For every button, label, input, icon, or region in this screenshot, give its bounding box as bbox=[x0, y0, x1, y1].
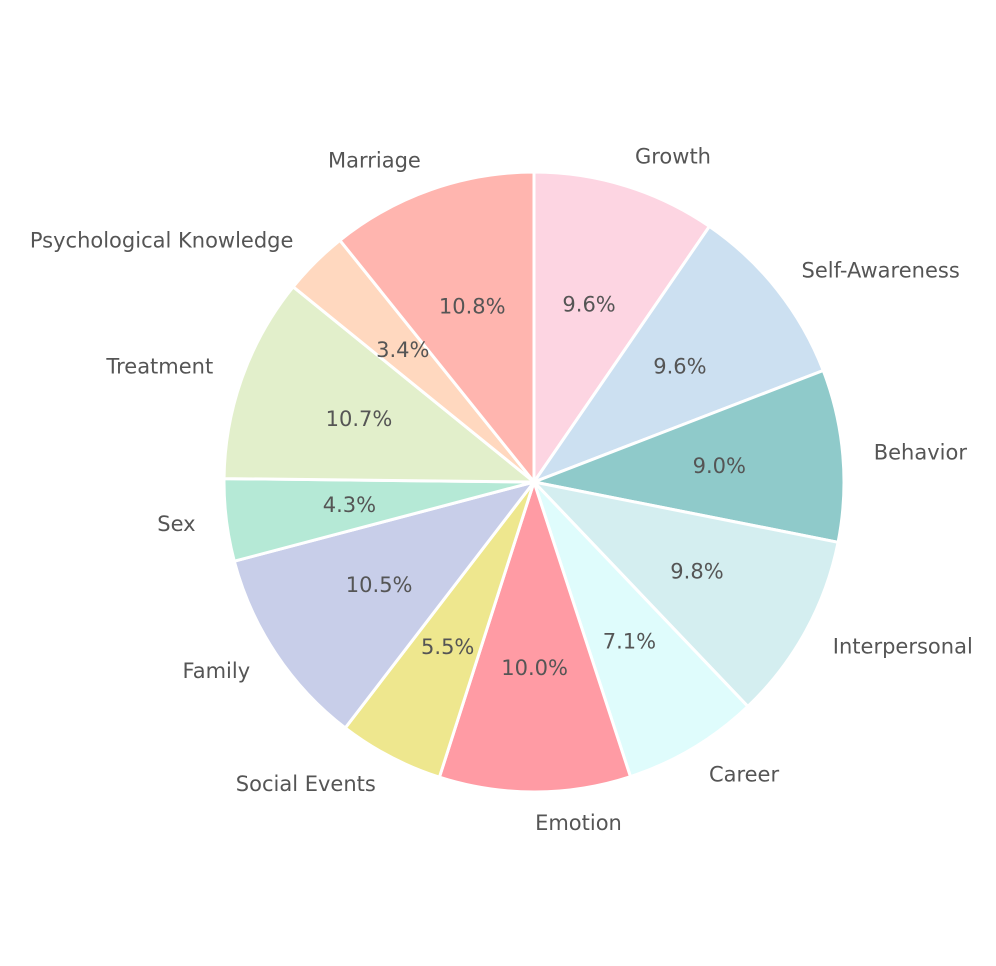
slice-label: Psychological Knowledge bbox=[30, 228, 294, 252]
pie-slice-growth bbox=[532, 170, 711, 484]
pct-label: 7.1% bbox=[603, 630, 656, 654]
slice-label: Career bbox=[709, 763, 780, 787]
pie-slice-emotion bbox=[437, 480, 632, 794]
pie-slice-family bbox=[232, 480, 536, 730]
pct-label: 10.7% bbox=[326, 407, 393, 431]
pct-label: 3.4% bbox=[376, 338, 429, 362]
pie-slice-self-awareness bbox=[532, 224, 825, 484]
slice-label: Sex bbox=[157, 512, 195, 536]
slice-label: Social Events bbox=[236, 772, 376, 796]
pct-label: 9.6% bbox=[653, 355, 706, 379]
pct-label: 10.5% bbox=[346, 573, 413, 597]
pct-label: 5.5% bbox=[421, 635, 474, 659]
slice-label: Self-Awareness bbox=[802, 259, 960, 283]
pct-label: 9.0% bbox=[693, 454, 746, 478]
pct-label: 9.6% bbox=[562, 292, 615, 316]
slice-label: Growth bbox=[635, 144, 711, 168]
slice-label: Family bbox=[183, 659, 251, 683]
pie-slice-career bbox=[532, 480, 750, 779]
pie-slice-treatment bbox=[222, 285, 536, 484]
slice-label: Emotion bbox=[535, 811, 622, 835]
slice-label: Behavior bbox=[874, 441, 968, 465]
slices-layer bbox=[222, 170, 846, 794]
slice-label: Treatment bbox=[105, 354, 213, 378]
pie-slice-interpersonal bbox=[532, 480, 840, 708]
pct-label: 10.0% bbox=[501, 656, 568, 680]
pct-label: 9.8% bbox=[670, 560, 723, 584]
pie-slice-behavior bbox=[532, 368, 846, 544]
slice-label: Interpersonal bbox=[833, 634, 973, 658]
pct-label: 10.8% bbox=[439, 295, 506, 319]
labels-layer: 9.6% Growth 9.6% Self-Awareness 9.0% Behavior… bbox=[30, 144, 973, 835]
pct-label: 4.3% bbox=[323, 493, 376, 517]
pie-slice-marriage bbox=[338, 170, 536, 484]
slice-label: Marriage bbox=[328, 148, 421, 172]
